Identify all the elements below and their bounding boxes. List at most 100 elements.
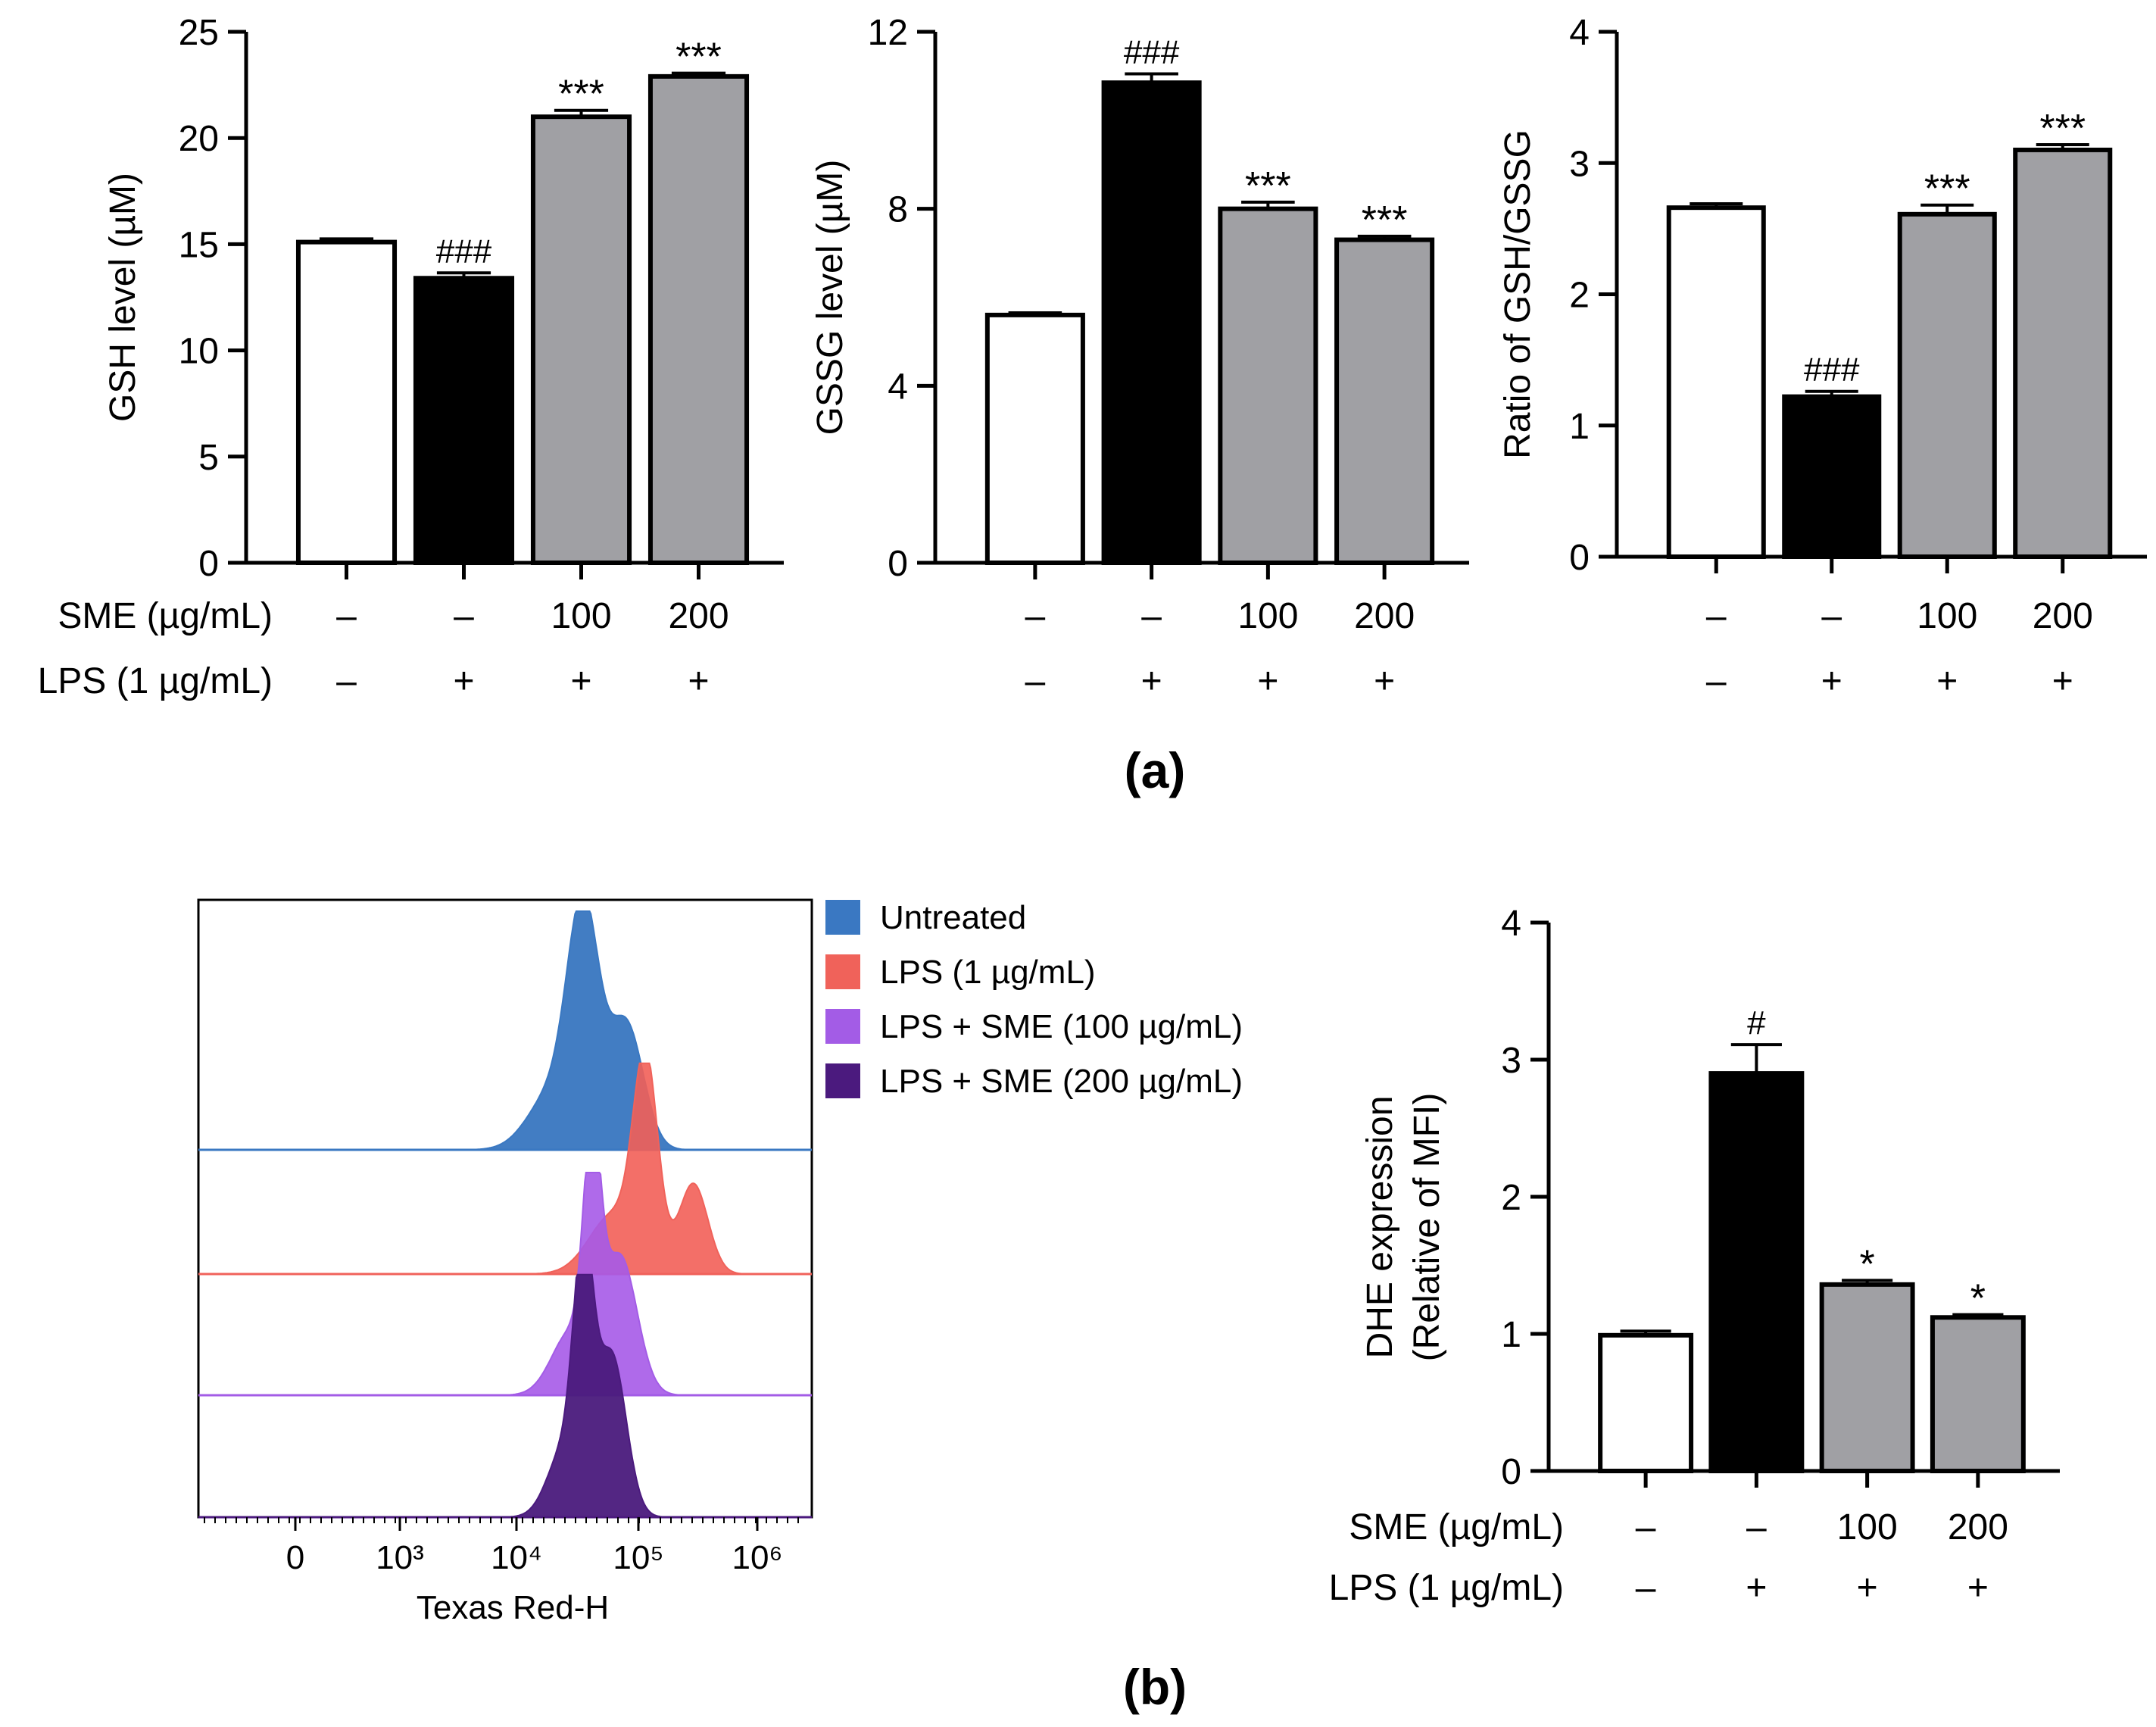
lps-value: –: [1025, 661, 1046, 701]
y-tick-label: 1: [1569, 407, 1590, 447]
lps-value: +: [1857, 1568, 1878, 1608]
sme-value: –: [336, 596, 357, 636]
significance-mark: ***: [558, 73, 604, 117]
histogram-legend: Untreated LPS (1 µg/mL) LPS + SME (100 µg/…: [825, 899, 1243, 1100]
sme-value: –: [1025, 596, 1046, 636]
sme-value: 100: [1837, 1507, 1898, 1547]
significance-mark: ***: [1362, 198, 1408, 242]
sme-value: 200: [668, 596, 729, 636]
legend-swatch: [825, 1063, 860, 1098]
lps-value: –: [1636, 1568, 1656, 1608]
x-tick-label: 10⁴: [491, 1539, 542, 1576]
bar: [1334, 237, 1435, 565]
significance-mark: #: [1747, 1004, 1766, 1042]
significance-mark: ###: [436, 233, 492, 270]
bar: [1598, 1332, 1694, 1474]
significance-mark: ###: [1124, 33, 1180, 70]
lps-value: +: [1141, 661, 1162, 701]
y-tick-label: 4: [888, 367, 908, 407]
y-tick-label: 0: [198, 544, 219, 584]
bar: [1897, 211, 1997, 559]
legend-label: Untreated: [880, 899, 1026, 936]
bar: [1218, 206, 1318, 565]
bar: [647, 73, 750, 566]
significance-mark: ***: [2039, 107, 2086, 151]
x-tick-label: 0: [286, 1539, 304, 1576]
y-tick-label: 10: [179, 332, 219, 372]
histogram-trace: [198, 910, 812, 1151]
y-tick-label: 20: [179, 119, 219, 159]
sme-value: 200: [1948, 1507, 2008, 1547]
sme-value: –: [454, 596, 474, 636]
y-tick-label: 2: [1569, 276, 1590, 316]
y-tick-label: 4: [1501, 904, 1521, 944]
lps-value: –: [336, 661, 357, 701]
significance-mark: *: [1970, 1277, 1986, 1321]
legend-swatch: [825, 900, 860, 935]
significance-mark: ***: [1245, 164, 1291, 208]
lps-value: +: [1936, 661, 1958, 701]
panel-label-a: (a): [1125, 742, 1186, 798]
lps-value: +: [570, 661, 591, 701]
histogram-trace: [198, 1062, 812, 1275]
sme-value: 100: [1237, 596, 1298, 636]
legend-label: LPS + SME (200 µg/mL): [880, 1063, 1243, 1100]
y-tick-label: 0: [1569, 538, 1590, 578]
y-tick-label: 2: [1501, 1178, 1521, 1218]
y-tick-label: 3: [1501, 1041, 1521, 1081]
bar: [1666, 205, 1766, 559]
bar: [1101, 80, 1202, 566]
bar: [1930, 1315, 2026, 1474]
gsh-chart: 0 5 10 15 20 25 GSH level (µM) – – ### – + *** 100 + **…: [38, 13, 784, 701]
significance-mark: ###: [1804, 351, 1860, 389]
histogram-trace: [198, 1172, 812, 1396]
lps-value: +: [1821, 661, 1842, 701]
legend-swatch: [825, 954, 860, 989]
significance-mark: ***: [1924, 167, 1970, 211]
x-tick-label: 10⁵: [613, 1539, 663, 1576]
sme-value: –: [1636, 1507, 1656, 1547]
sme-value: 100: [551, 596, 611, 636]
y-tick-label: 15: [179, 225, 219, 265]
bar: [1708, 1071, 1805, 1473]
lps-value: +: [453, 661, 474, 701]
lps-value: –: [1706, 661, 1727, 701]
y-tick-label: 4: [1569, 13, 1590, 53]
y-axis-label-2: (Relative of MFI): [1407, 1093, 1447, 1362]
y-tick-label: 0: [888, 544, 908, 584]
lps-value: +: [1257, 661, 1278, 701]
bar: [984, 312, 1085, 565]
sme-row-label: SME (µg/mL): [1349, 1507, 1564, 1547]
lps-value: +: [688, 661, 709, 701]
ratio-chart: 0 1 2 3 4 Ratio of GSH/GSSG – – ### – + *** 100 + *** 2…: [1498, 13, 2147, 701]
sme-value: –: [1706, 596, 1727, 636]
legend-label: LPS + SME (100 µg/mL): [880, 1008, 1243, 1045]
sme-value: –: [1141, 596, 1162, 636]
bar: [1819, 1282, 1915, 1473]
bar: [530, 114, 632, 566]
sme-value: –: [1821, 596, 1842, 636]
y-tick-label: 8: [888, 190, 908, 230]
histogram-frame: [197, 898, 813, 1519]
y-tick-label: 1: [1501, 1315, 1521, 1355]
x-tick-label: 10⁶: [732, 1539, 782, 1576]
lps-row-label: LPS (1 µg/mL): [38, 661, 273, 701]
significance-mark: ***: [676, 36, 722, 80]
y-axis-label: GSSG level (µM): [810, 160, 850, 436]
flow-histogram: 0 10³ 10⁴ 10⁵ 10⁶ Texas Red-H: [197, 898, 813, 1626]
bar: [413, 276, 515, 565]
panel-label-b: (b): [1123, 1659, 1187, 1715]
y-tick-label: 5: [198, 438, 219, 478]
lps-value: +: [1746, 1568, 1767, 1608]
legend-label: LPS (1 µg/mL): [880, 954, 1096, 991]
y-tick-label: 25: [179, 13, 219, 53]
y-axis-label: Ratio of GSH/GSSG: [1498, 130, 1538, 459]
y-axis-label: DHE expression: [1360, 1096, 1400, 1359]
significance-mark: *: [1860, 1242, 1875, 1286]
gssg-chart: 0 4 8 12 GSSG level (µM) – – ### – + *** 100 + *** 200…: [810, 13, 1469, 701]
lps-row-label: LPS (1 µg/mL): [1329, 1568, 1564, 1608]
sme-value: 100: [1917, 596, 1977, 636]
x-tick-label: 10³: [376, 1539, 424, 1576]
